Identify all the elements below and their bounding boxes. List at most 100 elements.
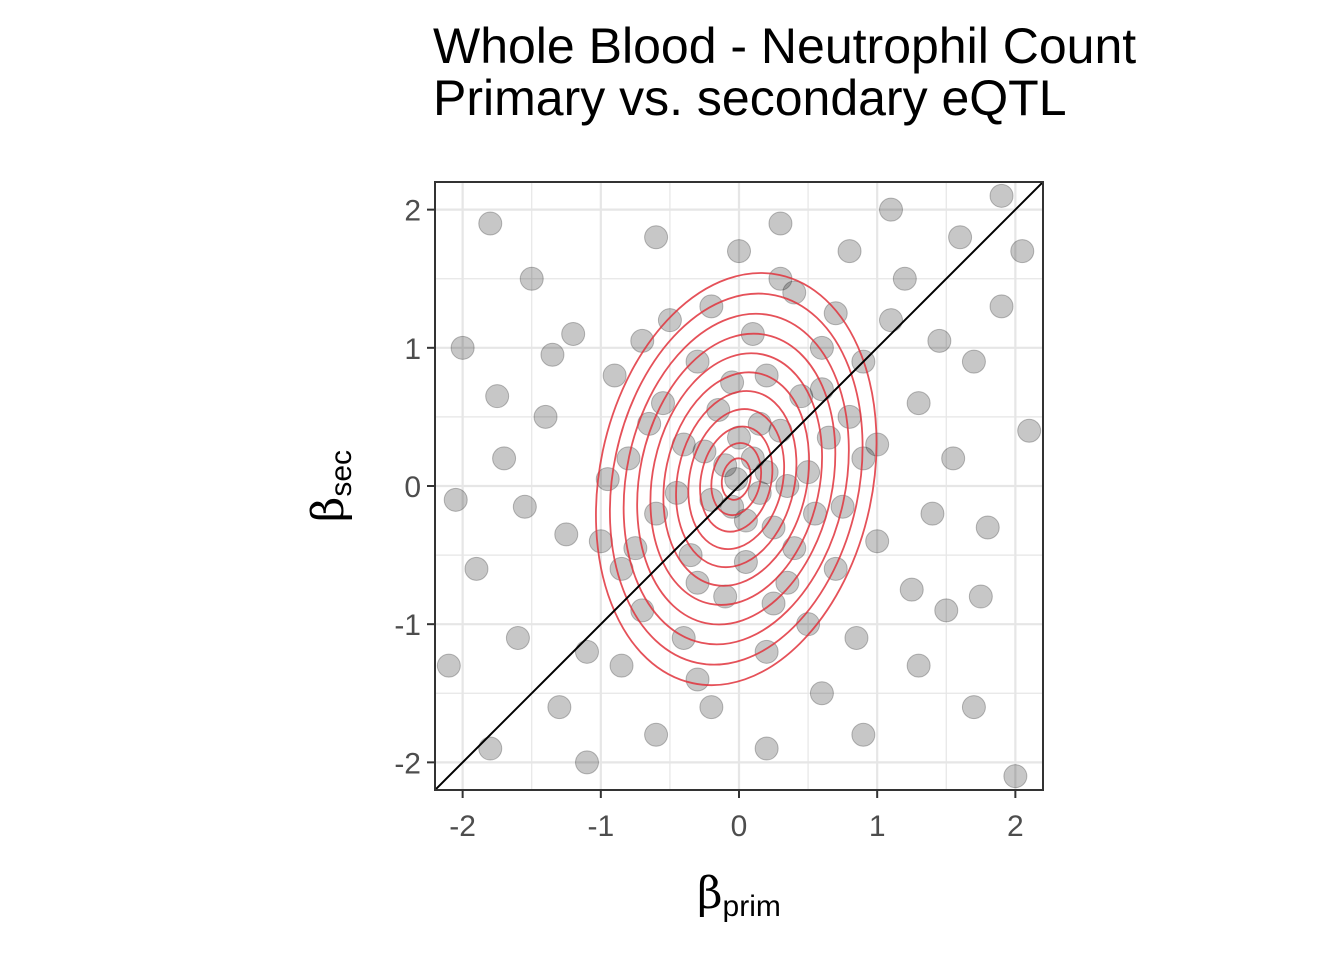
density-contour: [710, 442, 762, 517]
density-contour: [699, 425, 774, 533]
data-point: [837, 404, 862, 429]
data-point: [575, 639, 599, 664]
data-point: [1003, 764, 1028, 789]
data-point: [512, 494, 537, 519]
x-axis-title: βprim: [697, 868, 781, 923]
data-point: [865, 529, 890, 554]
data-point: [436, 653, 461, 678]
identity-line: [435, 182, 1043, 790]
data-point: [844, 626, 869, 650]
y-axis-title: βsec: [303, 450, 358, 522]
data-point: [941, 446, 966, 471]
density-contour: [636, 332, 837, 626]
density-contour: [595, 272, 878, 687]
density-contour: [675, 390, 798, 569]
data-point: [920, 501, 945, 526]
density-contour: [687, 408, 786, 551]
data-point: [485, 384, 510, 409]
data-point: [540, 342, 565, 367]
data-point: [720, 494, 745, 519]
data-point: [851, 722, 876, 747]
data-point: [505, 626, 530, 650]
data-point: [809, 377, 834, 402]
data-point: [775, 570, 800, 595]
data-point: [906, 391, 931, 416]
chart-subtitle: Primary vs. secondary eQTL: [433, 70, 1067, 126]
y-tick-label: -1: [394, 609, 421, 642]
data-point: [961, 695, 986, 720]
data-point: [724, 467, 749, 492]
data-point: [899, 577, 924, 602]
y-axis-ticks: 2 1 0 -1 -2: [394, 195, 435, 780]
density-contour: [622, 312, 850, 646]
data-point: [809, 681, 834, 706]
data-point: [706, 398, 731, 422]
data-point: [975, 515, 1000, 540]
x-tick-label: 0: [731, 810, 748, 843]
data-point: [699, 695, 724, 720]
data-point: [768, 211, 793, 236]
data-point: [727, 239, 751, 264]
data-point: [948, 225, 973, 250]
data-point: [809, 335, 834, 360]
data-point: [968, 584, 993, 609]
data-point: [519, 266, 544, 291]
data-point: [547, 695, 572, 720]
x-axis-subscript: prim: [723, 890, 781, 923]
data-point: [450, 335, 475, 360]
data-point: [478, 736, 503, 761]
data-point: [561, 322, 586, 346]
density-contour: [649, 352, 823, 606]
data-point: [782, 280, 807, 305]
density-contour: [609, 292, 864, 666]
data-point: [837, 239, 862, 264]
y-axis-subscript: sec: [325, 450, 358, 497]
data-point: [492, 446, 517, 471]
data-point: [754, 736, 779, 761]
data-point: [609, 653, 634, 678]
data-point: [644, 225, 669, 250]
density-contour: [662, 371, 810, 587]
data-point: [961, 349, 986, 374]
data-point: [879, 308, 903, 333]
data-point: [575, 750, 599, 775]
data-point: [602, 363, 627, 388]
data-point: [768, 266, 793, 291]
data-point: [754, 639, 779, 664]
data-point: [989, 183, 1014, 208]
data-point: [934, 598, 959, 623]
density-contours: [595, 272, 878, 687]
x-tick-label: 1: [869, 810, 886, 843]
data-point: [754, 460, 779, 485]
y-tick-label: 2: [404, 195, 421, 228]
data-point: [879, 197, 903, 222]
data-point: [533, 404, 558, 429]
x-axis-ticks: -2 -1 0 1 2: [449, 790, 1024, 843]
data-point: [588, 529, 613, 554]
data-point: [713, 453, 738, 478]
data-point: [1010, 239, 1035, 264]
data-point: [671, 626, 696, 650]
density-contour: [720, 457, 752, 501]
data-point: [443, 487, 468, 512]
x-tick-label: 2: [1007, 810, 1024, 843]
chart-title: Whole Blood - Neutrophil Count: [433, 18, 1137, 74]
data-point: [989, 294, 1014, 319]
data-point: [657, 308, 682, 333]
y-tick-label: 0: [404, 471, 421, 504]
x-tick-label: -1: [587, 810, 614, 843]
x-tick-label: -2: [449, 810, 476, 843]
data-point: [823, 556, 848, 581]
data-point: [478, 211, 503, 236]
data-point: [906, 653, 931, 678]
y-tick-label: 1: [404, 333, 421, 366]
data-point: [1017, 418, 1042, 443]
data-point: [747, 411, 772, 436]
data-point: [927, 328, 952, 353]
data-point: [554, 522, 579, 547]
data-point: [630, 598, 655, 623]
data-point: [892, 266, 917, 291]
x-axis-symbol: β: [697, 868, 722, 919]
identity-line-path: [435, 182, 1043, 790]
